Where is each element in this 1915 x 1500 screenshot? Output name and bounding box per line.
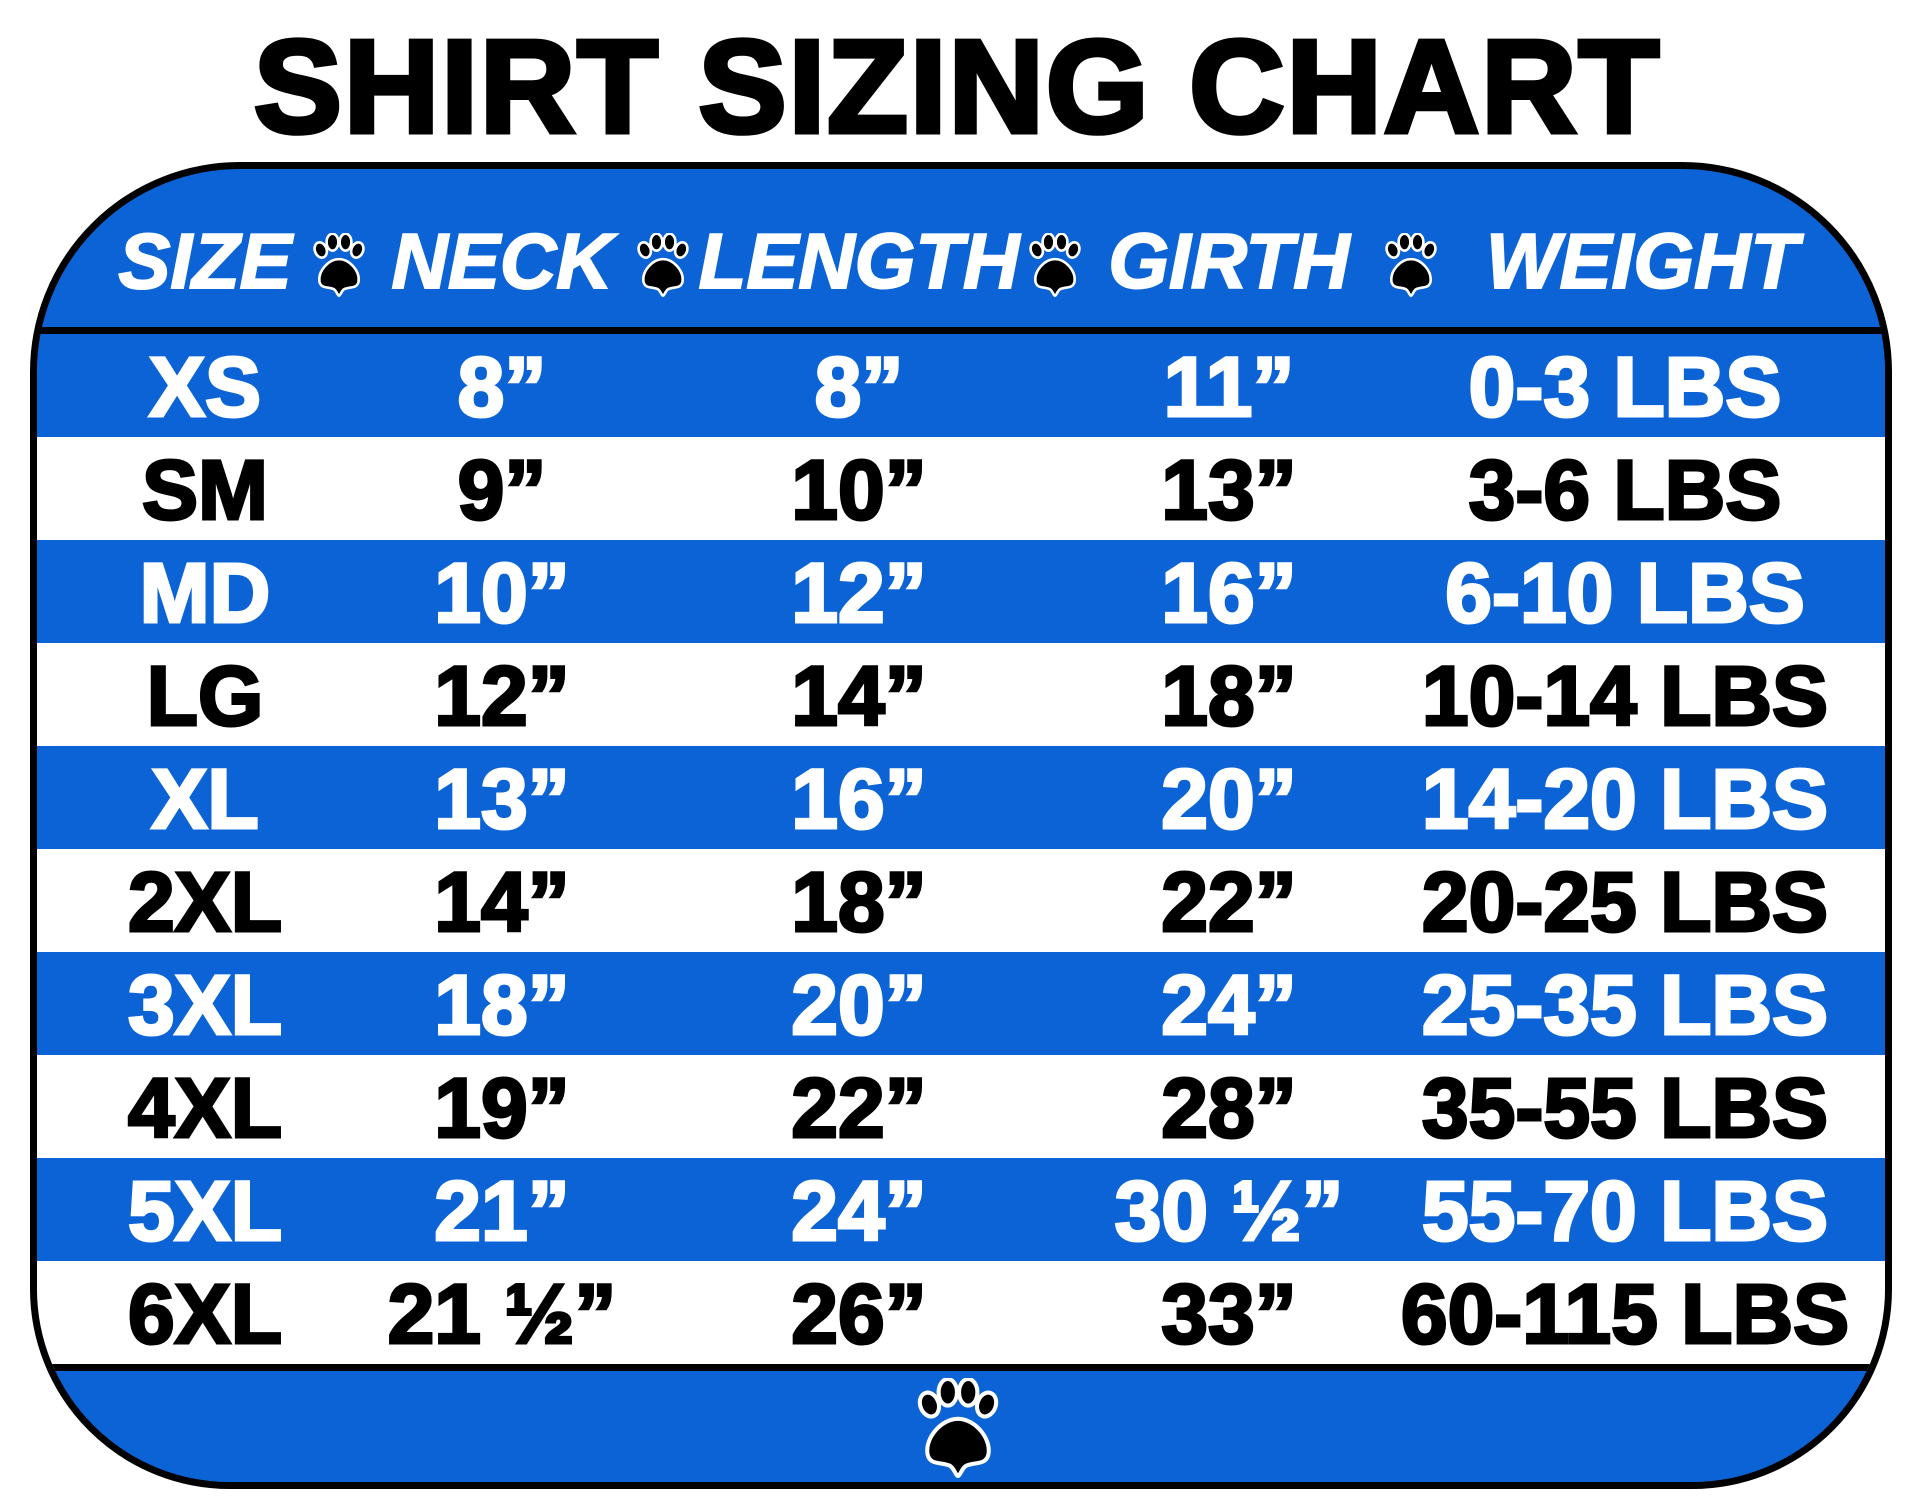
cell-girth: 24” <box>1160 958 1298 1052</box>
cell-weight: 6-10 LBS <box>1444 546 1806 640</box>
cell-neck: 10” <box>433 546 571 640</box>
table-row: MD 10” 12” 16” 6-10 LBS <box>37 540 1885 643</box>
table-body: XS 8” 8” 11” 0-3 LBS SM 9” 10” 13” 3-6 LBS MD 10” 12… <box>37 334 1885 1371</box>
cell-length: 8” <box>813 340 905 434</box>
cell-length: 24” <box>790 1164 928 1258</box>
cell-length: 22” <box>790 1061 928 1155</box>
cell-length: 14” <box>790 649 928 743</box>
table-row: 3XL 18” 20” 24” 25-35 LBS <box>37 952 1885 1055</box>
header-length: LENGTH <box>698 217 1021 305</box>
cell-length: 18” <box>790 855 928 949</box>
cell-weight: 14-20 LBS <box>1420 752 1829 846</box>
sizing-table: SIZE NECK LENGTH GIRTH WEIGHT XS 8” 8” 11” 0… <box>30 162 1892 1489</box>
cell-girth: 33” <box>1160 1267 1298 1361</box>
cell-weight: 3-6 LBS <box>1467 443 1783 537</box>
cell-size: 5XL <box>126 1164 283 1258</box>
cell-weight: 60-115 LBS <box>1399 1267 1850 1361</box>
cell-size: 3XL <box>126 958 283 1052</box>
cell-size: SM <box>141 443 270 537</box>
table-row: 2XL 14” 18” 22” 20-25 LBS <box>37 849 1885 952</box>
cell-neck: 13” <box>433 752 571 846</box>
cell-size: MD <box>138 546 272 640</box>
cell-girth: 20” <box>1160 752 1298 846</box>
cell-size: LG <box>145 649 265 743</box>
cell-neck: 21” <box>433 1164 571 1258</box>
cell-weight: 0-3 LBS <box>1467 340 1783 434</box>
cell-neck: 9” <box>456 443 548 537</box>
table-header: SIZE NECK LENGTH GIRTH WEIGHT <box>37 169 1885 334</box>
header-neck: NECK <box>390 217 613 305</box>
cell-length: 10” <box>790 443 928 537</box>
header-girth: GIRTH <box>1107 217 1350 305</box>
cell-neck: 18” <box>433 958 571 1052</box>
cell-weight: 20-25 LBS <box>1420 855 1829 949</box>
cell-size: XS <box>147 340 262 434</box>
cell-girth: 13” <box>1160 443 1298 537</box>
cell-weight: 10-14 LBS <box>1420 649 1829 743</box>
cell-size: 2XL <box>126 855 283 949</box>
header-size: SIZE <box>117 217 292 305</box>
table-row: XL 13” 16” 20” 14-20 LBS <box>37 746 1885 849</box>
cell-weight: 35-55 LBS <box>1420 1061 1829 1155</box>
paw-print-icon <box>635 233 691 297</box>
cell-girth: 18” <box>1160 649 1298 743</box>
cell-girth: 28” <box>1160 1061 1298 1155</box>
paw-print-icon <box>311 233 367 297</box>
table-row: 6XL 21 ½” 26” 33” 60-115 LBS <box>37 1261 1885 1371</box>
cell-length: 26” <box>790 1267 928 1361</box>
cell-girth: 22” <box>1160 855 1298 949</box>
cell-girth: 30 ½” <box>1113 1164 1345 1258</box>
table-row: LG 12” 14” 18” 10-14 LBS <box>37 643 1885 746</box>
cell-length: 16” <box>790 752 928 846</box>
cell-length: 20” <box>790 958 928 1052</box>
cell-neck: 12” <box>433 649 571 743</box>
table-row: 4XL 19” 22” 28” 35-55 LBS <box>37 1055 1885 1158</box>
cell-weight: 25-35 LBS <box>1420 958 1829 1052</box>
cell-girth: 11” <box>1162 340 1296 434</box>
cell-weight: 55-70 LBS <box>1420 1164 1829 1258</box>
cell-neck: 8” <box>456 340 548 434</box>
cell-neck: 19” <box>433 1061 571 1155</box>
cell-size: 4XL <box>126 1061 283 1155</box>
page-title: SHIRT SIZING CHART <box>251 13 1662 160</box>
cell-size: XL <box>150 752 260 846</box>
cell-size: 6XL <box>126 1267 283 1361</box>
table-row: XS 8” 8” 11” 0-3 LBS <box>37 334 1885 437</box>
cell-neck: 14” <box>433 855 571 949</box>
table-row: SM 9” 10” 13” 3-6 LBS <box>37 437 1885 540</box>
header-weight: WEIGHT <box>1485 217 1799 305</box>
cell-girth: 16” <box>1160 546 1298 640</box>
cell-length: 12” <box>790 546 928 640</box>
paw-print-icon <box>1027 233 1083 297</box>
paw-print-icon <box>912 1378 1004 1478</box>
table-row: 5XL 21” 24” 30 ½” 55-70 LBS <box>37 1158 1885 1261</box>
cell-neck: 21 ½” <box>386 1267 618 1361</box>
paw-print-icon <box>1383 233 1439 297</box>
